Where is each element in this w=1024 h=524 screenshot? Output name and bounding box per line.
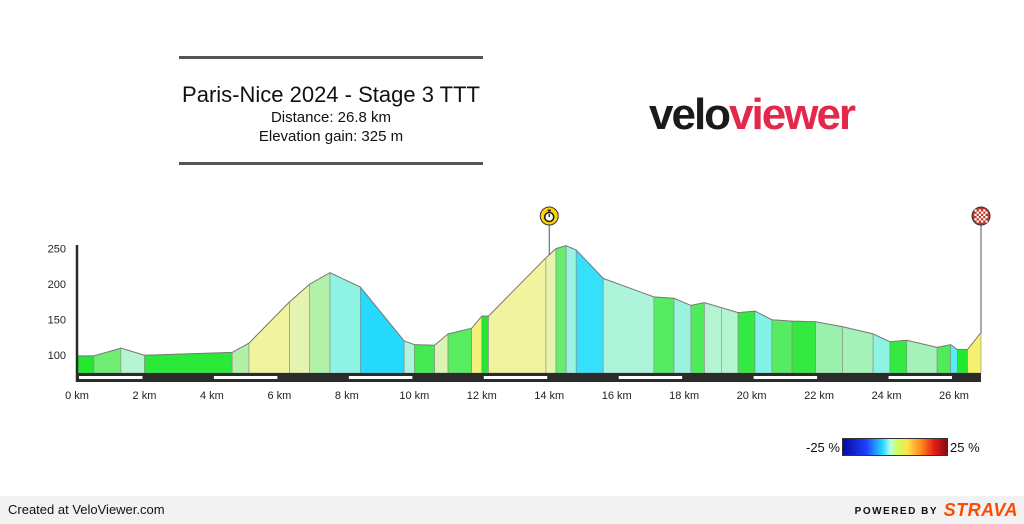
profile-segment — [329, 272, 361, 374]
x-tick-label: 16 km — [602, 390, 632, 402]
title-top-rule — [179, 56, 483, 59]
profile-segment — [842, 326, 874, 374]
x-tick-label: 24 km — [872, 390, 902, 402]
profile-segment — [144, 352, 233, 374]
profile-segment — [359, 286, 405, 374]
footer: Created at VeloViewer.com POWERED BY STR… — [0, 496, 1024, 524]
y-tick-label: 200 — [48, 279, 66, 291]
profile-segment — [488, 257, 547, 374]
page-title: Paris-Nice 2024 - Stage 3 TTT — [182, 82, 480, 107]
legend-gradient-bar — [842, 438, 948, 456]
profile-segment — [872, 333, 891, 374]
flag-check — [983, 209, 986, 212]
x-tick-label: 8 km — [335, 390, 359, 402]
flag-check — [985, 216, 988, 219]
profile-segment — [309, 272, 331, 374]
profile-segment — [555, 245, 567, 374]
flag-check — [981, 211, 984, 214]
title-bottom-rule — [179, 162, 483, 165]
profile-segment — [545, 247, 557, 374]
distance-axis-stripe — [888, 376, 953, 379]
flag-check — [974, 213, 977, 216]
logo-part-velo: velo — [649, 90, 731, 139]
flag-check — [974, 209, 977, 212]
y-tick-label: 100 — [48, 350, 66, 362]
flag-check — [985, 211, 988, 214]
profile-segment — [936, 344, 951, 374]
x-tick-label: 0 km — [65, 390, 89, 402]
profile-segment — [673, 297, 692, 374]
profile-segment — [471, 315, 483, 374]
distance-axis-stripe — [213, 376, 278, 379]
profile-segment — [889, 339, 908, 374]
y-tick-label: 150 — [48, 315, 66, 327]
distance-axis-stripe — [483, 376, 548, 379]
stopwatch-crown — [547, 209, 551, 212]
legend-max-label: 25 % — [950, 440, 980, 455]
flag-check — [976, 216, 979, 219]
profile-segment — [565, 245, 577, 374]
title-block: Paris-Nice 2024 - Stage 3 TTT Distance: … — [179, 56, 483, 165]
flag-check — [985, 220, 988, 223]
x-tick-label: 18 km — [669, 390, 699, 402]
profile-segment — [447, 327, 473, 374]
profile-segment — [754, 310, 773, 374]
distance-text: Distance: 26.8 km — [270, 109, 392, 126]
veloviewer-logo: veloviewer — [649, 90, 856, 140]
profile-segment — [602, 277, 655, 374]
flag-check — [978, 213, 981, 216]
x-tick-label: 10 km — [399, 390, 429, 402]
distance-axis-stripe — [618, 376, 683, 379]
x-tick-label: 12 km — [467, 390, 497, 402]
profile-segment — [481, 315, 489, 374]
x-tick-label: 20 km — [737, 390, 767, 402]
logo-part-viewer: viewer — [729, 90, 856, 139]
flag-check — [978, 209, 981, 212]
x-tick-label: 22 km — [804, 390, 834, 402]
profile-segment — [720, 307, 739, 374]
profile-segment — [791, 320, 817, 374]
x-tick-label: 4 km — [200, 390, 224, 402]
strava-logo: STRAVA — [943, 500, 1018, 520]
elevation-gain-text: Elevation gain: 325 m — [258, 128, 404, 145]
created-at-link[interactable]: Created at VeloViewer.com — [8, 502, 165, 517]
x-tick-label: 26 km — [939, 390, 969, 402]
distance-axis-stripe — [753, 376, 818, 379]
flag-check — [976, 220, 979, 223]
y-tick-label: 250 — [48, 244, 66, 256]
profile-segment — [653, 296, 675, 374]
x-tick-label: 14 km — [534, 390, 564, 402]
x-tick-label: 6 km — [267, 390, 291, 402]
flag-check — [981, 220, 984, 223]
profile-segment — [690, 302, 705, 374]
profile-segment — [957, 349, 968, 374]
profile-segment — [413, 344, 435, 374]
flag-check — [983, 213, 986, 216]
distance-axis-stripe — [348, 376, 413, 379]
powered-by-text: POWERED BY — [854, 506, 938, 517]
profile-segment — [575, 249, 604, 374]
profile-segment — [76, 355, 95, 374]
x-tick-label: 2 km — [133, 390, 157, 402]
checkered-flag-icon — [971, 206, 991, 226]
profile-segment — [967, 331, 982, 374]
flag-check — [974, 218, 977, 221]
flag-check — [978, 218, 981, 221]
profile-outline — [77, 245, 982, 357]
stopwatch-icon — [539, 206, 559, 226]
flag-check — [983, 218, 986, 221]
elevation-profile-chart: 100 150 200 250 0 km 2 km 4 km 6 km 8 km 10 km 12 … — [48, 206, 991, 402]
distance-axis-stripe — [79, 376, 143, 379]
legend-min-label: -25 % — [806, 440, 840, 455]
profile-segment — [815, 321, 844, 374]
flag-check — [981, 216, 984, 219]
profile-segment — [289, 283, 311, 374]
profile-segment — [906, 339, 938, 374]
profile-segment — [403, 340, 415, 374]
profile-segment — [737, 310, 756, 374]
profile-segment — [704, 302, 722, 374]
flag-check — [976, 211, 979, 214]
profile-segment — [771, 319, 793, 374]
